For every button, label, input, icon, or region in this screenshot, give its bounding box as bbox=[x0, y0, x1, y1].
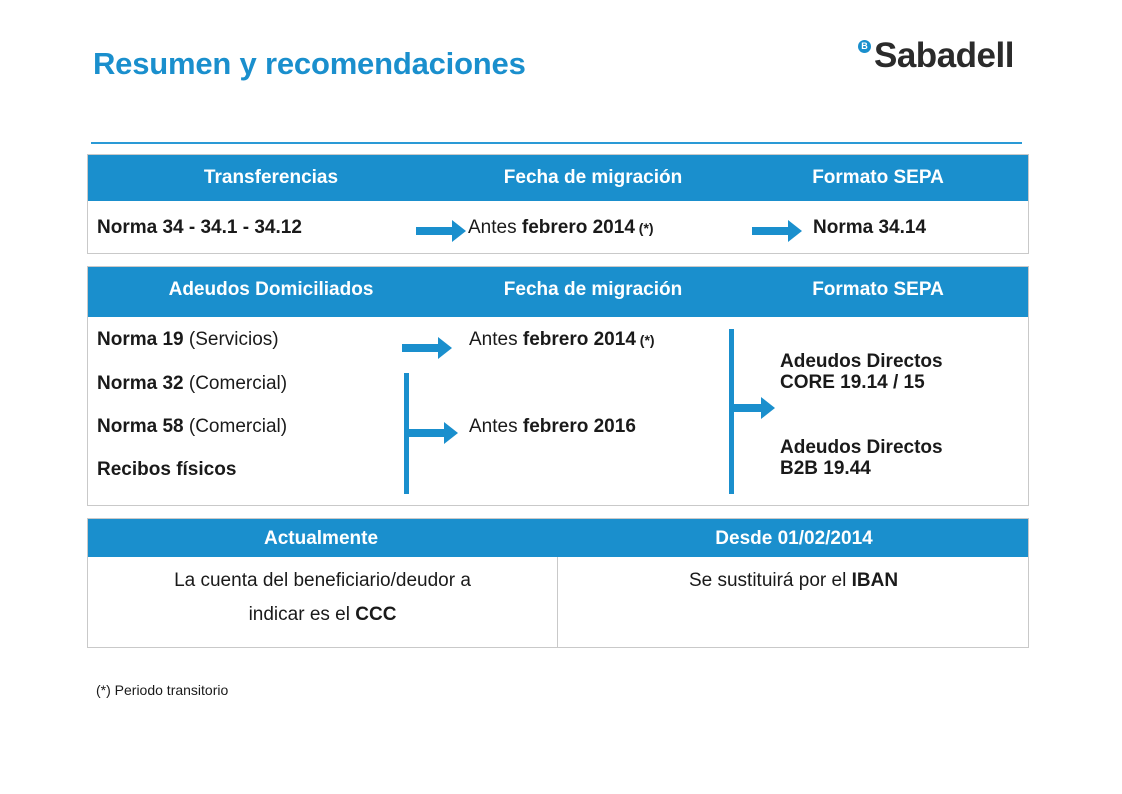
adeudo-item: Norma 32 (Comercial) bbox=[97, 373, 287, 395]
item-rest: (Comercial) bbox=[183, 416, 288, 437]
adeudos-fecha-2014: Antes febrero 2014 (*) bbox=[469, 329, 655, 351]
item-bold: Norma 58 bbox=[97, 416, 184, 437]
header-formato-sepa: Formato SEPA bbox=[812, 167, 944, 188]
arrow-right-icon bbox=[402, 337, 452, 359]
sabadell-logo: B Sabadell bbox=[858, 34, 1028, 76]
adeudos-fecha-2016: Antes febrero 2016 bbox=[469, 416, 636, 438]
logo-mark-icon: B bbox=[858, 40, 871, 53]
logo-text: Sabadell bbox=[874, 36, 1014, 75]
item-rest: (Servicios) bbox=[183, 329, 279, 350]
cuenta-nueva-text: Se sustituirá por el IBAN bbox=[558, 564, 1029, 598]
cuenta-bold: CCC bbox=[355, 604, 397, 625]
title-rule bbox=[91, 142, 1022, 144]
fecha-note: (*) bbox=[635, 332, 655, 348]
header-formato-sepa: Formato SEPA bbox=[812, 279, 944, 300]
adeudo-item: Recibos físicos bbox=[97, 459, 237, 480]
formato-b2b: Adeudos Directos B2B 19.44 bbox=[780, 437, 943, 479]
header-transferencias: Transferencias bbox=[203, 167, 339, 188]
fecha-bold: febrero 2014 bbox=[521, 217, 635, 238]
adeudos-table: Adeudos Domiciliados Fecha de migración … bbox=[87, 266, 1029, 506]
item-rest: (Comercial) bbox=[183, 373, 288, 394]
bracket-line bbox=[729, 329, 734, 494]
adeudos-header: Adeudos Domiciliados Fecha de migración … bbox=[88, 267, 1028, 317]
formato-line: Adeudos Directos bbox=[780, 437, 943, 458]
adeudo-item: Norma 58 (Comercial) bbox=[97, 416, 287, 438]
header-fecha-migracion: Fecha de migración bbox=[503, 167, 683, 188]
header-fecha-migracion: Fecha de migración bbox=[503, 279, 683, 300]
formato-line: CORE 19.14 / 15 bbox=[780, 372, 925, 393]
fecha-note: (*) bbox=[634, 220, 654, 236]
cuenta-header: Actualmente Desde 01/02/2014 bbox=[88, 519, 1028, 557]
fecha-prefix: Antes bbox=[468, 217, 522, 238]
cuenta-prefix: indicar es el bbox=[248, 604, 356, 625]
arrow-right-icon bbox=[733, 397, 775, 419]
transferencias-header: Transferencias Fecha de migración Format… bbox=[88, 155, 1028, 201]
column-divider bbox=[557, 557, 558, 647]
formato-core: Adeudos Directos CORE 19.14 / 15 bbox=[780, 351, 943, 393]
fecha-bold: febrero 2016 bbox=[522, 416, 636, 437]
cuenta-actual-text: La cuenta del beneficiario/deudor a indi… bbox=[88, 564, 557, 632]
page-title: Resumen y recomendaciones bbox=[93, 46, 526, 81]
cuenta-line: Se sustituirá por el IBAN bbox=[558, 564, 1029, 598]
arrow-right-icon bbox=[416, 220, 466, 242]
transferencias-origen: Norma 34 - 34.1 - 34.12 bbox=[97, 217, 302, 238]
cuenta-table: Actualmente Desde 01/02/2014 La cuenta d… bbox=[87, 518, 1029, 648]
arrow-right-icon bbox=[408, 422, 458, 444]
adeudo-item: Norma 19 (Servicios) bbox=[97, 329, 279, 351]
cuenta-bold: IBAN bbox=[851, 570, 899, 591]
fecha-bold: febrero 2014 bbox=[522, 329, 636, 350]
cuenta-line: indicar es el CCC bbox=[88, 598, 557, 632]
transferencias-fecha: Antes febrero 2014 (*) bbox=[468, 217, 654, 239]
bracket-line bbox=[404, 373, 409, 494]
transferencias-formato: Norma 34.14 bbox=[813, 217, 927, 238]
footnote: (*) Periodo transitorio bbox=[96, 682, 229, 698]
header-adeudos: Adeudos Domiciliados bbox=[168, 279, 374, 300]
cuenta-line: La cuenta del beneficiario/deudor a bbox=[174, 570, 471, 591]
header-desde: Desde 01/02/2014 bbox=[715, 528, 873, 549]
header-actualmente: Actualmente bbox=[263, 528, 379, 549]
cuenta-prefix: Se sustituirá por el bbox=[688, 570, 852, 591]
formato-line: B2B 19.44 bbox=[780, 458, 871, 479]
item-bold: Norma 32 bbox=[97, 373, 184, 394]
fecha-prefix: Antes bbox=[469, 329, 523, 350]
fecha-prefix: Antes bbox=[469, 416, 523, 437]
formato-line: Adeudos Directos bbox=[780, 351, 943, 372]
item-bold: Norma 19 bbox=[97, 329, 184, 350]
transferencias-table: Transferencias Fecha de migración Format… bbox=[87, 154, 1029, 254]
arrow-right-icon bbox=[752, 220, 802, 242]
